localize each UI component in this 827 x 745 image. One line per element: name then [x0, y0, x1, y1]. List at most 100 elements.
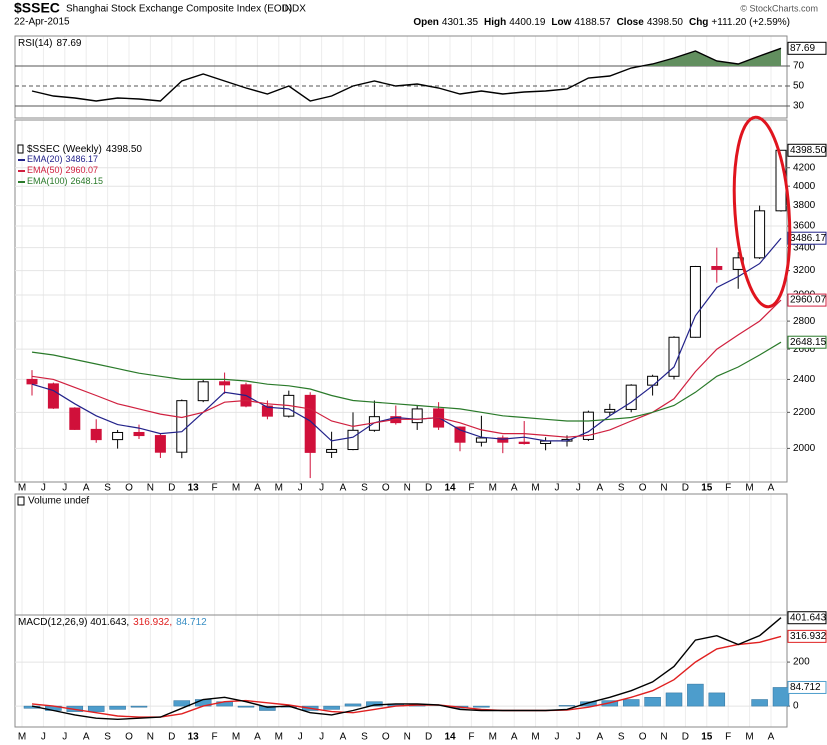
candle-body [69, 407, 81, 430]
y-tick-label: 3200 [793, 265, 816, 276]
histogram-bar [259, 705, 276, 711]
x-tick-label: O [382, 732, 390, 743]
legend-name: RSI(14) [18, 38, 52, 49]
quote-label: Close [617, 17, 645, 28]
candle-body [347, 429, 359, 451]
candle-body [176, 400, 188, 453]
x-tick-label: M [275, 732, 283, 743]
x-tick-label: N [660, 732, 667, 743]
legend-value: 87.69 [56, 38, 81, 49]
candle-body [26, 378, 38, 385]
quote-value: 4188.57 [574, 17, 611, 28]
histogram-bar [237, 705, 255, 708]
x-tick-label: A [768, 483, 775, 494]
candle-body [197, 381, 209, 402]
legend-entry: EMA(20) 3486.17 [27, 154, 98, 164]
x-tick-label: A [340, 732, 347, 743]
value-box-label: 87.69 [790, 43, 815, 54]
exchange: INDX [282, 4, 306, 15]
x-tick-label: D [425, 483, 432, 494]
x-tick-label: N [404, 483, 411, 494]
legend-value: 4398.50 [106, 144, 143, 155]
candle-body [689, 265, 701, 338]
x-tick-label: D [168, 483, 175, 494]
x-tick-label: 13 [188, 483, 200, 494]
x-tick-label: F [468, 483, 474, 494]
x-tick-label: J [576, 483, 581, 494]
x-tick-label: J [319, 483, 324, 494]
quote-value: +111.20 (+2.59%) [711, 17, 790, 28]
histogram-bar [687, 683, 704, 707]
x-tick-label: M [232, 483, 240, 494]
x-tick-label: M [18, 483, 26, 494]
value-box [787, 629, 827, 643]
x-tick-label: M [489, 732, 497, 743]
legend-part: 84.712 [176, 617, 207, 628]
source: © StockCharts.com [740, 3, 818, 13]
index-name: Shanghai Stock Exchange Composite Index … [66, 4, 292, 15]
histogram-bar [644, 697, 661, 707]
y-tick-label: 2800 [793, 316, 816, 327]
legend-value: 2960.07 [66, 165, 99, 175]
value-box-label: 401.643 [790, 612, 827, 623]
x-tick-label: S [618, 483, 625, 494]
x-tick-label: S [104, 483, 111, 494]
x-tick-label: O [382, 483, 390, 494]
x-tick-label: M [275, 483, 283, 494]
x-tick-label: A [254, 732, 261, 743]
x-tick-label: M [489, 483, 497, 494]
y-tick-label: 70 [793, 61, 805, 72]
y-tick-label: 2400 [793, 374, 816, 385]
x-tick-label: J [319, 732, 324, 743]
candle-body [47, 383, 59, 409]
candle-body [625, 384, 637, 410]
candle-body [154, 435, 166, 453]
overbought-fill [32, 48, 781, 66]
x-tick-label: N [147, 483, 154, 494]
x-tick-label: A [511, 732, 518, 743]
legend-name: EMA(100) [27, 176, 68, 186]
x-tick-label: M [745, 483, 753, 494]
histogram-bar [344, 703, 362, 707]
quote-label: High [484, 17, 506, 28]
candle-body [518, 441, 530, 445]
quote-value: 4301.35 [442, 17, 479, 28]
value-box-label: 316.932 [790, 631, 827, 642]
x-tick-label: A [340, 483, 347, 494]
series-line [31, 47, 782, 102]
x-tick-label: A [768, 732, 775, 743]
x-tick-label: J [298, 483, 303, 494]
y-tick-label: 50 [793, 81, 805, 92]
y-tick-label: 2600 [793, 344, 816, 355]
legend-entry: EMA(100) 2648.15 [27, 176, 103, 186]
legend-part: 316.932, [133, 617, 172, 628]
x-tick-label: F [212, 732, 218, 743]
x-tick-label: S [618, 732, 625, 743]
x-tick-label: J [555, 483, 560, 494]
value-box-label: 4398.50 [790, 145, 827, 156]
x-tick-label: O [125, 732, 133, 743]
y-tick-label: 4000 [793, 181, 816, 192]
candle-body [475, 437, 487, 443]
legend-part: MACD(12,26,9) 401.643, [18, 617, 129, 628]
legend-name: EMA(20) [27, 154, 63, 164]
histogram-bar [665, 692, 683, 707]
legend-value: 2648.15 [71, 176, 104, 186]
histogram-bar [558, 705, 576, 707]
x-tick-label: O [639, 732, 647, 743]
value-box-label: 2960.07 [790, 295, 827, 306]
x-tick-label: S [361, 732, 368, 743]
value-box [787, 611, 827, 625]
x-tick-label: F [725, 732, 731, 743]
x-tick-label: J [555, 732, 560, 743]
histogram-bar [622, 699, 640, 707]
value-box [787, 335, 827, 349]
date: 22-Apr-2015 [14, 17, 70, 28]
histogram-bar [580, 701, 597, 707]
x-tick-label: A [254, 483, 261, 494]
highlight-ellipse [732, 115, 792, 309]
x-tick-label: N [147, 732, 154, 743]
candle-body [219, 381, 231, 386]
